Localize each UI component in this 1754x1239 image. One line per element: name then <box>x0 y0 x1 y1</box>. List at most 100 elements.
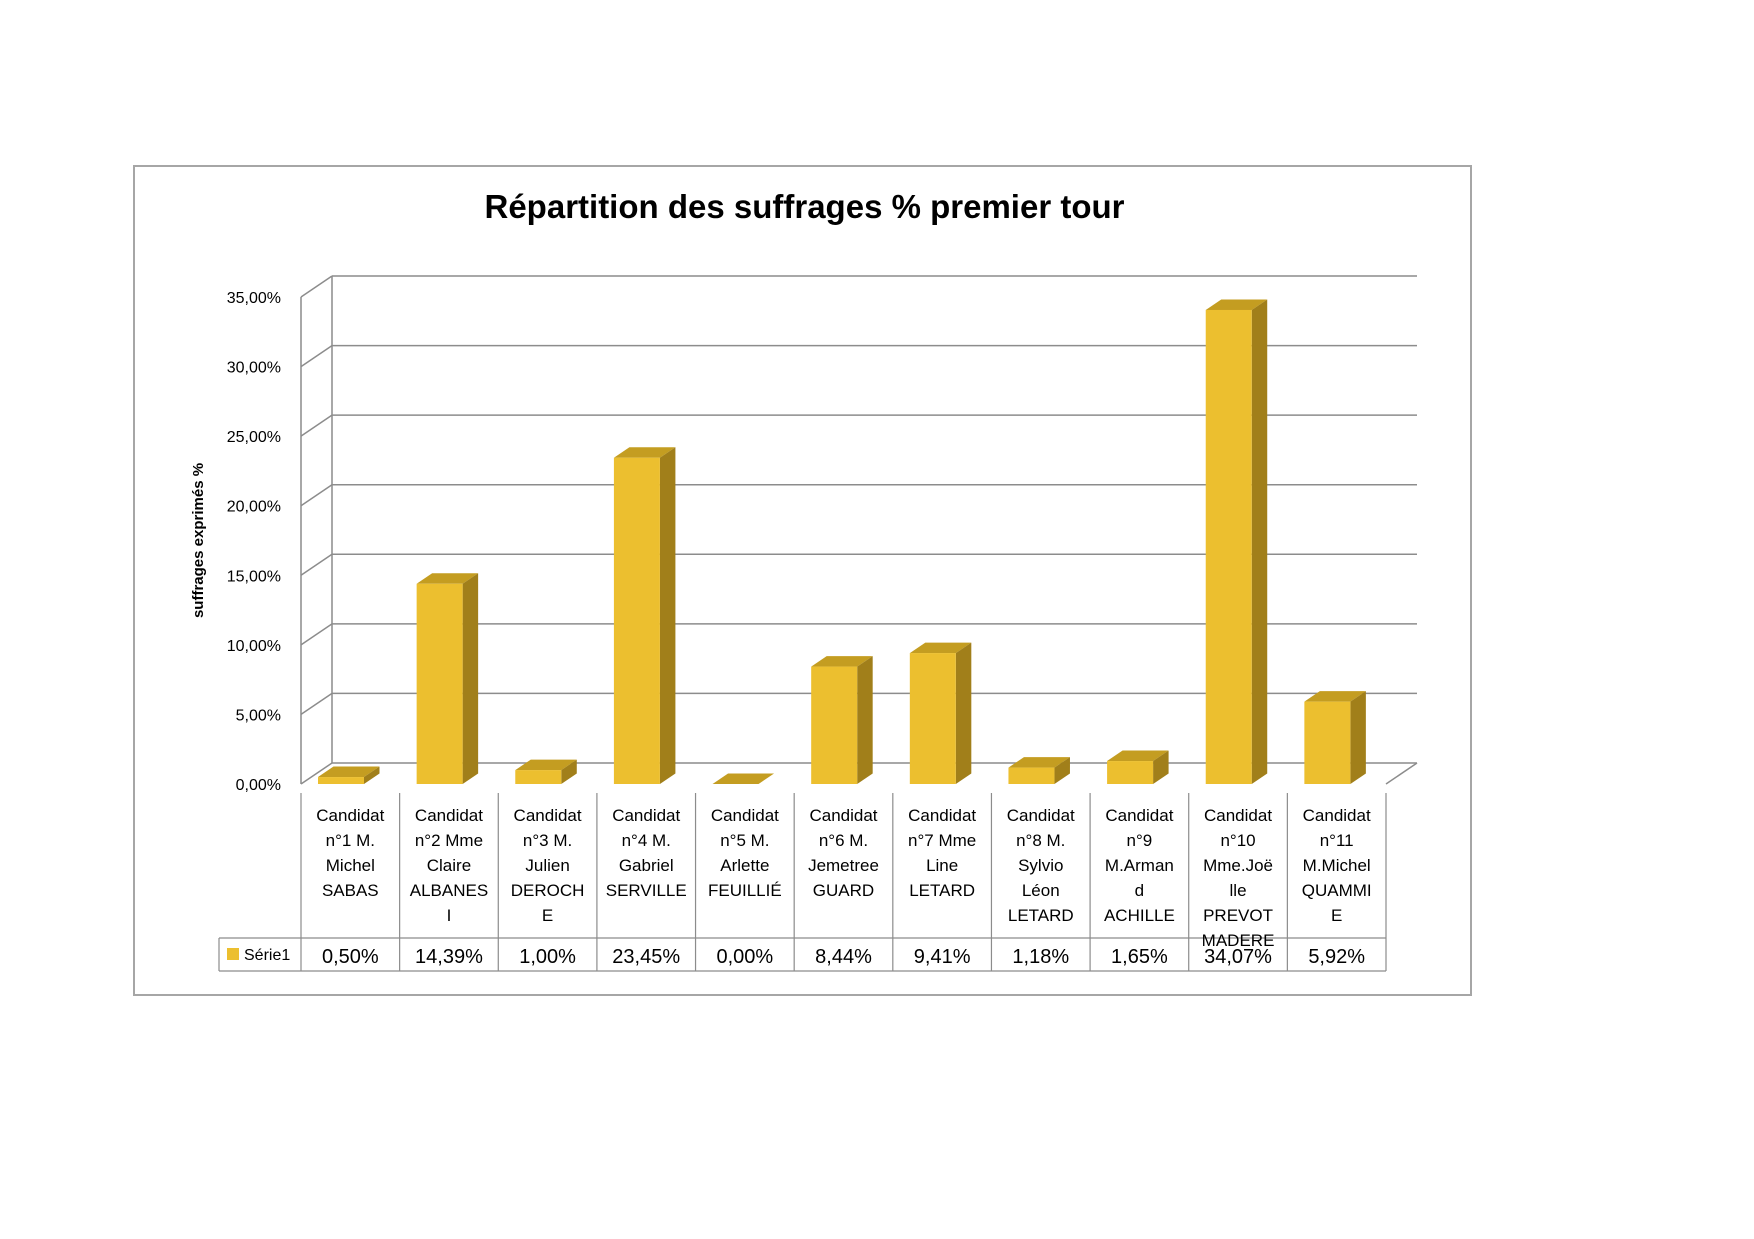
x-tick-label: Candidat <box>415 806 483 825</box>
bar-front <box>1205 309 1252 784</box>
data-label: 5,92% <box>1308 946 1365 968</box>
bar <box>416 573 479 784</box>
chart-svg: 0,00% 5,00% 10,00% 15,00% 20,00% 25,00% 30,00%… <box>190 275 1418 972</box>
x-tick-label: Claire <box>427 856 471 875</box>
bar <box>909 642 972 784</box>
y-tick-label: 35,00% <box>227 290 281 307</box>
x-tick-label: n°8 M. <box>1016 831 1065 850</box>
bar <box>1107 750 1169 784</box>
x-tick-label: n°5 M. <box>720 831 769 850</box>
bar-side <box>561 759 577 784</box>
bar-top <box>515 759 577 771</box>
x-tick-label: Candidat <box>316 806 384 825</box>
x-tick-label: Line <box>926 856 958 875</box>
data-label: 1,18% <box>1012 946 1069 968</box>
bar-top <box>909 642 972 654</box>
bar-top <box>1107 750 1169 762</box>
data-label: 8,44% <box>815 946 872 968</box>
x-tick-label: DEROCH <box>511 881 585 900</box>
x-tick-label: Michel <box>326 856 375 875</box>
floor-right-edge <box>1385 762 1418 785</box>
x-tick-label: Arlette <box>720 856 769 875</box>
bar-front <box>1304 701 1351 784</box>
data-label: 0,50% <box>322 946 379 968</box>
bar-front <box>416 583 463 784</box>
x-tick-label: Candidat <box>612 806 680 825</box>
bar-top <box>613 447 676 458</box>
x-tick-label: n°7 Mme <box>908 831 976 850</box>
x-tick-label: Léon <box>1022 881 1060 900</box>
gridline-diagonal <box>300 692 333 716</box>
x-tick-label: Candidat <box>1204 806 1272 825</box>
data-label: 23,45% <box>612 946 680 968</box>
x-tick-label: Candidat <box>908 806 976 825</box>
x-tick-label: SERVILLE <box>606 881 687 900</box>
x-tick-label: PREVOT <box>1203 906 1273 925</box>
x-tick-label: MADERE <box>1202 931 1275 950</box>
x-tick-label: Gabriel <box>619 856 674 875</box>
bar <box>1205 299 1268 784</box>
data-label: 1,00% <box>519 946 576 968</box>
legend-label: Série1 <box>244 947 290 964</box>
x-tick-label: Candidat <box>711 806 779 825</box>
y-tick-label: 30,00% <box>227 360 281 377</box>
x-tick-label: Candidat <box>1007 806 1075 825</box>
y-tick-label: 20,00% <box>227 499 281 516</box>
data-label: 0,00% <box>717 946 774 968</box>
bar-front <box>515 770 562 784</box>
x-tick-label: LETARD <box>1008 906 1074 925</box>
y-tick-label: 25,00% <box>227 429 281 446</box>
x-tick-label: Sylvio <box>1018 856 1063 875</box>
x-tick-label: FEUILLIÉ <box>708 881 782 900</box>
x-tick-label: ALBANES <box>410 881 488 900</box>
x-tick-label: E <box>1331 906 1342 925</box>
bars <box>318 299 1366 784</box>
x-tick-label: E <box>542 906 553 925</box>
bar <box>712 773 775 784</box>
y-tick-label: 15,00% <box>227 568 281 585</box>
bar <box>811 656 873 784</box>
x-tick-label: n°11 <box>1320 831 1354 850</box>
bar-top <box>712 773 775 784</box>
bar-top <box>318 766 380 778</box>
bar <box>1304 691 1366 784</box>
gridline-diagonal <box>300 414 333 437</box>
bar-top <box>1304 691 1366 702</box>
x-tick-label: Candidat <box>809 806 877 825</box>
bar-front <box>613 457 660 784</box>
y-tick-label: 0,00% <box>236 777 281 794</box>
x-tick-label: n°4 M. <box>622 831 671 850</box>
x-tick-label: M.Michel <box>1303 856 1371 875</box>
bar <box>613 447 676 784</box>
bar-front <box>1107 761 1154 784</box>
bar-side <box>1054 757 1070 784</box>
x-tick-label: SABAS <box>322 881 379 900</box>
bar-side <box>659 447 676 784</box>
chart-frame: Répartition des suffrages % premier tour… <box>133 165 1472 996</box>
gridline-diagonal <box>300 623 333 646</box>
x-tick-label: n°1 M. <box>326 831 375 850</box>
bar-front <box>909 653 956 784</box>
data-label: 1,65% <box>1111 946 1168 968</box>
bar-top <box>416 573 479 584</box>
bar-top <box>1008 757 1070 768</box>
chart-title: Répartition des suffrages % premier tour <box>484 188 1125 225</box>
x-tick-label: Candidat <box>1105 806 1173 825</box>
x-tick-label: LETARD <box>909 881 975 900</box>
y-tick-label: 5,00% <box>236 707 281 724</box>
bar-side <box>364 766 380 784</box>
bar <box>318 766 380 784</box>
gridline-diagonal <box>300 762 333 785</box>
y-tick-labels: 0,00% 5,00% 10,00% 15,00% 20,00% 25,00% 30,00%… <box>227 290 281 794</box>
data-table: Candidat n°1 M. Michel SABAS Candidat n°2 Mme… <box>218 793 1387 972</box>
x-tick-label: GUARD <box>813 881 874 900</box>
x-tick-label: M.Arman <box>1105 856 1174 875</box>
y-tick-label: 10,00% <box>227 638 281 655</box>
bar-top <box>1205 299 1268 310</box>
bar-side <box>462 573 479 784</box>
bar-side <box>1153 750 1169 784</box>
y-axis-title: suffrages exprimés % <box>190 463 207 618</box>
x-tick-label: Candidat <box>1303 806 1371 825</box>
x-tick-label: Mme.Joë <box>1203 856 1273 875</box>
bar <box>515 759 577 784</box>
